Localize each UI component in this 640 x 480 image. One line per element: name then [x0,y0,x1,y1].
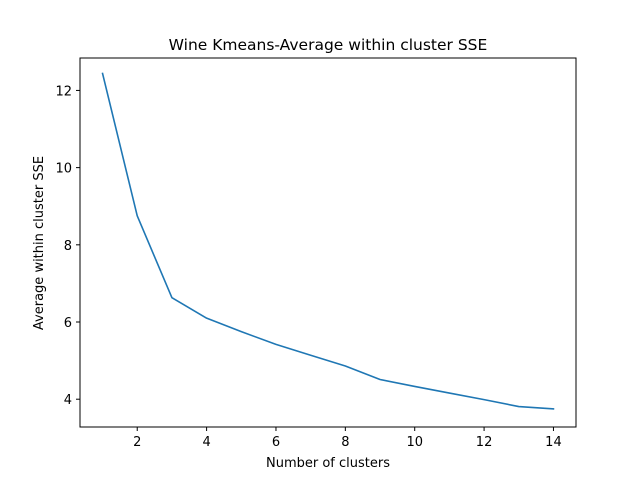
plot-area-frame [79,57,577,428]
series-line [101,72,555,410]
y-tick-label: 8 [64,239,72,254]
x-tick-label: 12 [476,435,493,450]
series-group [101,72,555,410]
x-tick-label: 4 [202,435,210,450]
x-axis-ticks: 2 4 6 8 10 12 14 [133,427,562,450]
y-tick-label: 6 [64,316,72,331]
x-tick-label: 2 [133,435,141,450]
chart-title: Wine Kmeans-Average within cluster SSE [169,36,488,54]
y-tick-label: 4 [64,393,72,408]
x-tick-label: 14 [545,435,562,450]
y-axis-ticks: 4 6 8 10 12 [55,84,80,408]
x-axis-label: Number of clusters [266,456,390,471]
y-axis-label: Average within cluster SSE [32,156,47,330]
axes-frame [79,57,577,428]
y-tick-label: 10 [55,162,72,177]
x-tick-label: 6 [272,435,280,450]
x-tick-label: 8 [341,435,349,450]
x-tick-label: 10 [406,435,423,450]
y-tick-label: 12 [55,84,72,99]
